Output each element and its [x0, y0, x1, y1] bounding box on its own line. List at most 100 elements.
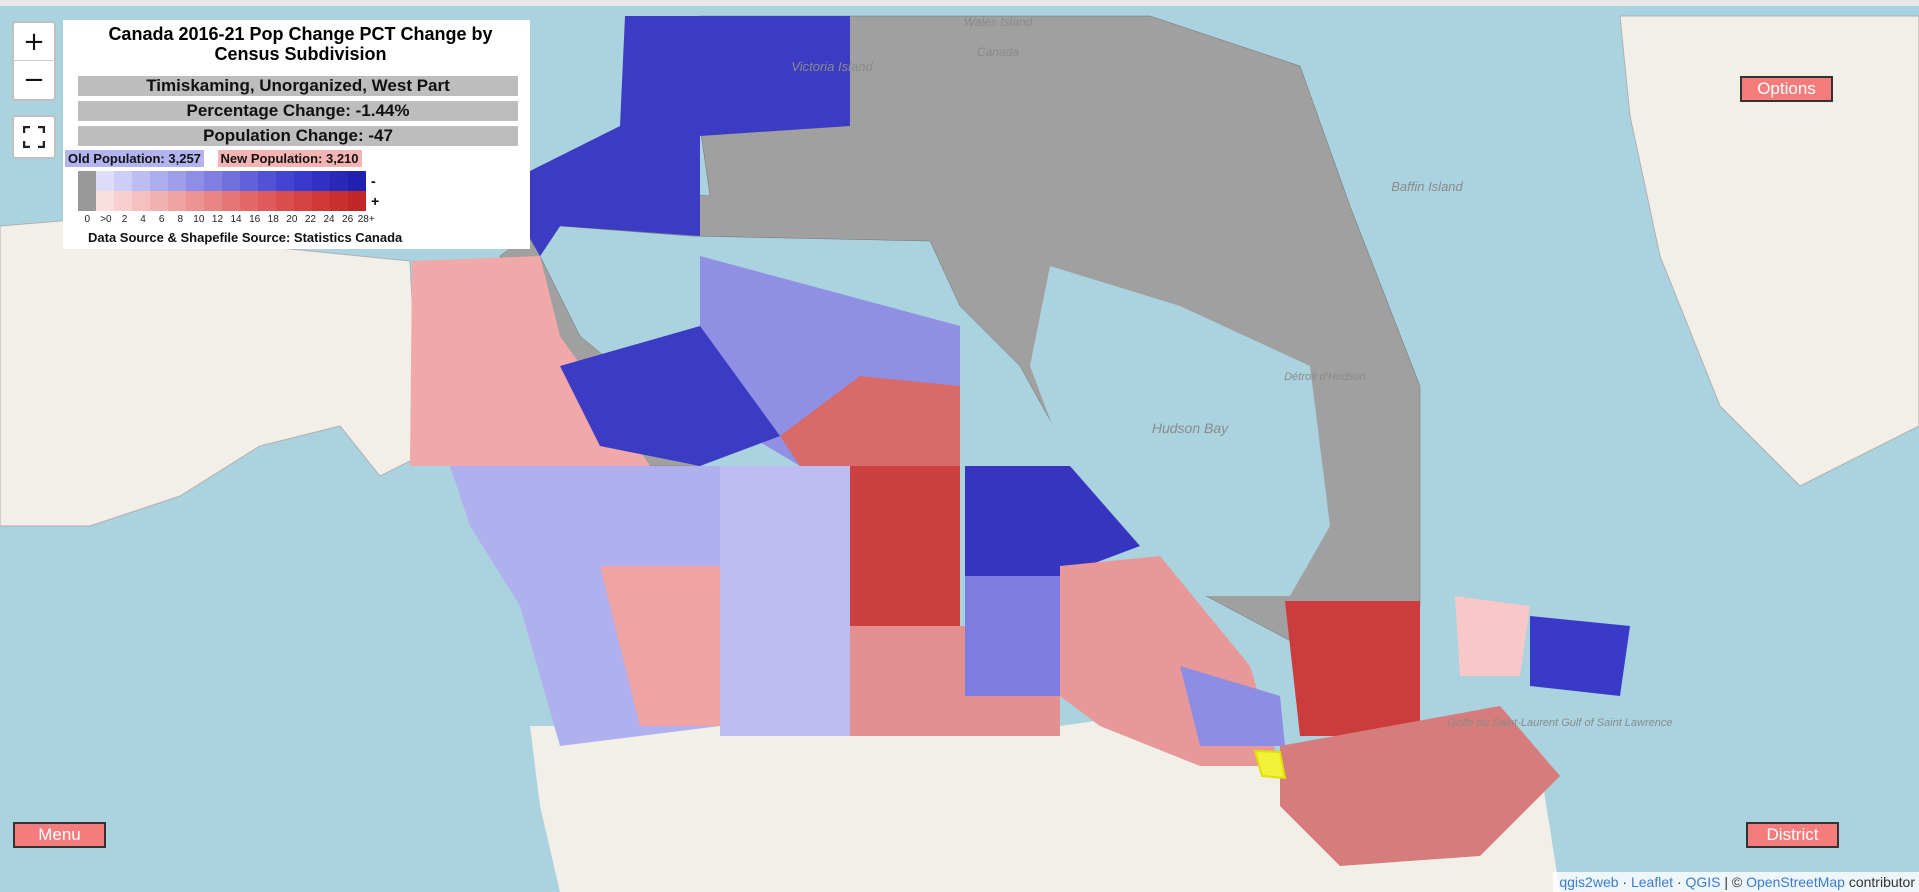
legend-tick-label: 2	[121, 214, 128, 225]
population-change: Population Change: -47	[78, 126, 518, 146]
legend-swatch	[330, 191, 348, 211]
label-gulf-st-lawrence: Golfe du Saint-Laurent Gulf of Saint Law…	[1447, 717, 1672, 729]
nunavut-blue	[500, 16, 850, 256]
legend-sign: +	[371, 193, 380, 209]
label-wales-island: Wales Island	[964, 15, 1033, 29]
legend-swatch	[114, 191, 132, 211]
legend-swatch	[312, 171, 330, 191]
legend-tick-label: 8	[177, 214, 184, 225]
legend-tick-label: 18	[267, 214, 279, 225]
legend-tick-label: 12	[211, 214, 224, 225]
bc-pink-patch	[600, 566, 720, 726]
legend-swatch	[258, 171, 276, 191]
legend-tick-label: 24	[323, 214, 335, 225]
legend-swatch	[204, 171, 222, 191]
qgis2web-link[interactable]: qgis2web	[1559, 874, 1619, 890]
legend-tick-label: 0	[84, 214, 91, 225]
legend-tick-label: 14	[230, 214, 242, 225]
legend-tick-label: 20	[286, 214, 298, 225]
legend-tick-label: 16	[249, 214, 261, 225]
label-detroit-hudson: Détroit d'Hudson	[1284, 371, 1366, 383]
legend-swatch	[150, 171, 168, 191]
legend-swatch	[168, 171, 186, 191]
legend-swatch	[132, 191, 150, 211]
attribution-contributors: contributor	[1848, 874, 1915, 890]
legend-tick-label: 28+	[357, 214, 375, 225]
label-hudson-bay: Hudson Bay	[1152, 420, 1229, 436]
legend-nodata-swatch	[78, 191, 96, 211]
map-title: Canada 2016-21 Pop Change PCT Change by …	[108, 24, 493, 64]
legend-swatch	[240, 171, 258, 191]
legend-swatch	[186, 171, 204, 191]
data-source: Data Source & Shapefile Source: Statisti…	[88, 230, 403, 245]
quebec-south	[1280, 706, 1560, 866]
legend-swatch	[186, 191, 204, 211]
labrador-blue	[1530, 616, 1630, 696]
legend-swatch	[132, 171, 150, 191]
browser-top-strip	[0, 0, 1919, 6]
legend-swatch	[276, 191, 294, 211]
info-panel: Canada 2016-21 Pop Change PCT Change by …	[63, 20, 530, 249]
menu-button[interactable]: Menu	[13, 822, 106, 848]
fullscreen-icon	[23, 126, 45, 148]
legend-swatch	[348, 171, 366, 191]
legend-swatch	[294, 171, 312, 191]
population-values: Old Population: 3,257 New Population: 3,…	[65, 150, 530, 167]
old-population: Old Population: 3,257	[65, 150, 204, 167]
label-victoria-island: Victoria Island	[791, 59, 873, 74]
kivalliq-red	[780, 376, 960, 466]
zoom-in-button[interactable]: +	[12, 21, 56, 61]
map-canvas[interactable]: Victoria Island Baffin Island Hudson Bay…	[0, 6, 1919, 892]
greenland-landmass	[1619, 15, 1919, 487]
quebec-red	[1285, 601, 1420, 736]
legend-swatch	[96, 171, 114, 191]
nwt-blue	[560, 326, 780, 466]
legend-swatch	[96, 191, 114, 211]
options-button[interactable]: Options	[1740, 76, 1833, 102]
manitoba-blue	[965, 466, 1140, 576]
legend-swatch	[348, 191, 366, 211]
osm-link[interactable]: OpenStreetMap	[1746, 874, 1845, 890]
selected-subdivision	[1253, 749, 1287, 780]
percentage-change: Percentage Change: -1.44%	[78, 101, 518, 121]
prairie-mix	[720, 466, 850, 736]
prairie-red	[850, 466, 960, 626]
legend-tick-label: 22	[304, 214, 316, 225]
legend-swatch	[150, 191, 168, 211]
legend-swatch	[204, 191, 222, 211]
legend-swatch	[240, 191, 258, 211]
quebec-pink	[1455, 596, 1530, 676]
legend-swatch	[330, 171, 348, 191]
zoom-out-button[interactable]: −	[12, 61, 56, 101]
usa-landmass	[530, 706, 1560, 892]
legend-negative-row: -	[78, 171, 530, 191]
district-button[interactable]: District	[1746, 822, 1839, 848]
legend-tick-label: 10	[193, 214, 205, 225]
label-baffin-island: Baffin Island	[1391, 179, 1463, 194]
legend-swatch	[312, 191, 330, 211]
map-attribution: qgis2web · Leaflet · QGIS | © OpenStreet…	[1553, 872, 1919, 892]
legend-swatch	[222, 171, 240, 191]
legend-sign: -	[371, 173, 376, 189]
legend-tick-label: >0	[100, 214, 112, 225]
legend-swatch	[168, 191, 186, 211]
fullscreen-button[interactable]	[12, 115, 56, 159]
manitoba-light	[965, 576, 1060, 696]
legend-positive-row: +	[78, 191, 530, 211]
leaflet-link[interactable]: Leaflet	[1630, 874, 1674, 890]
legend-tick-label: 26	[342, 214, 354, 225]
qgis-link[interactable]: QGIS	[1685, 874, 1721, 890]
legend-tick-label: 4	[140, 214, 146, 225]
legend-swatch	[258, 191, 276, 211]
ontario-blue	[1180, 666, 1285, 746]
label-canada-top: Canada	[977, 45, 1019, 59]
color-legend: - + 0 >0 2 4 6 8 10 12 14 16 18 20 22 24 26 28+	[78, 171, 530, 227]
legend-swatch	[114, 171, 132, 191]
legend-swatch	[294, 191, 312, 211]
legend-swatch	[222, 191, 240, 211]
legend-nodata-swatch	[78, 171, 96, 191]
legend-ticks: 0 >0 2 4 6 8 10 12 14 16 18 20 22 24 26 28+	[78, 214, 530, 225]
place-name: Timiskaming, Unorganized, West Part	[78, 76, 518, 96]
legend-tick-label: 6	[158, 214, 165, 225]
new-population: New Population: 3,210	[217, 150, 362, 167]
